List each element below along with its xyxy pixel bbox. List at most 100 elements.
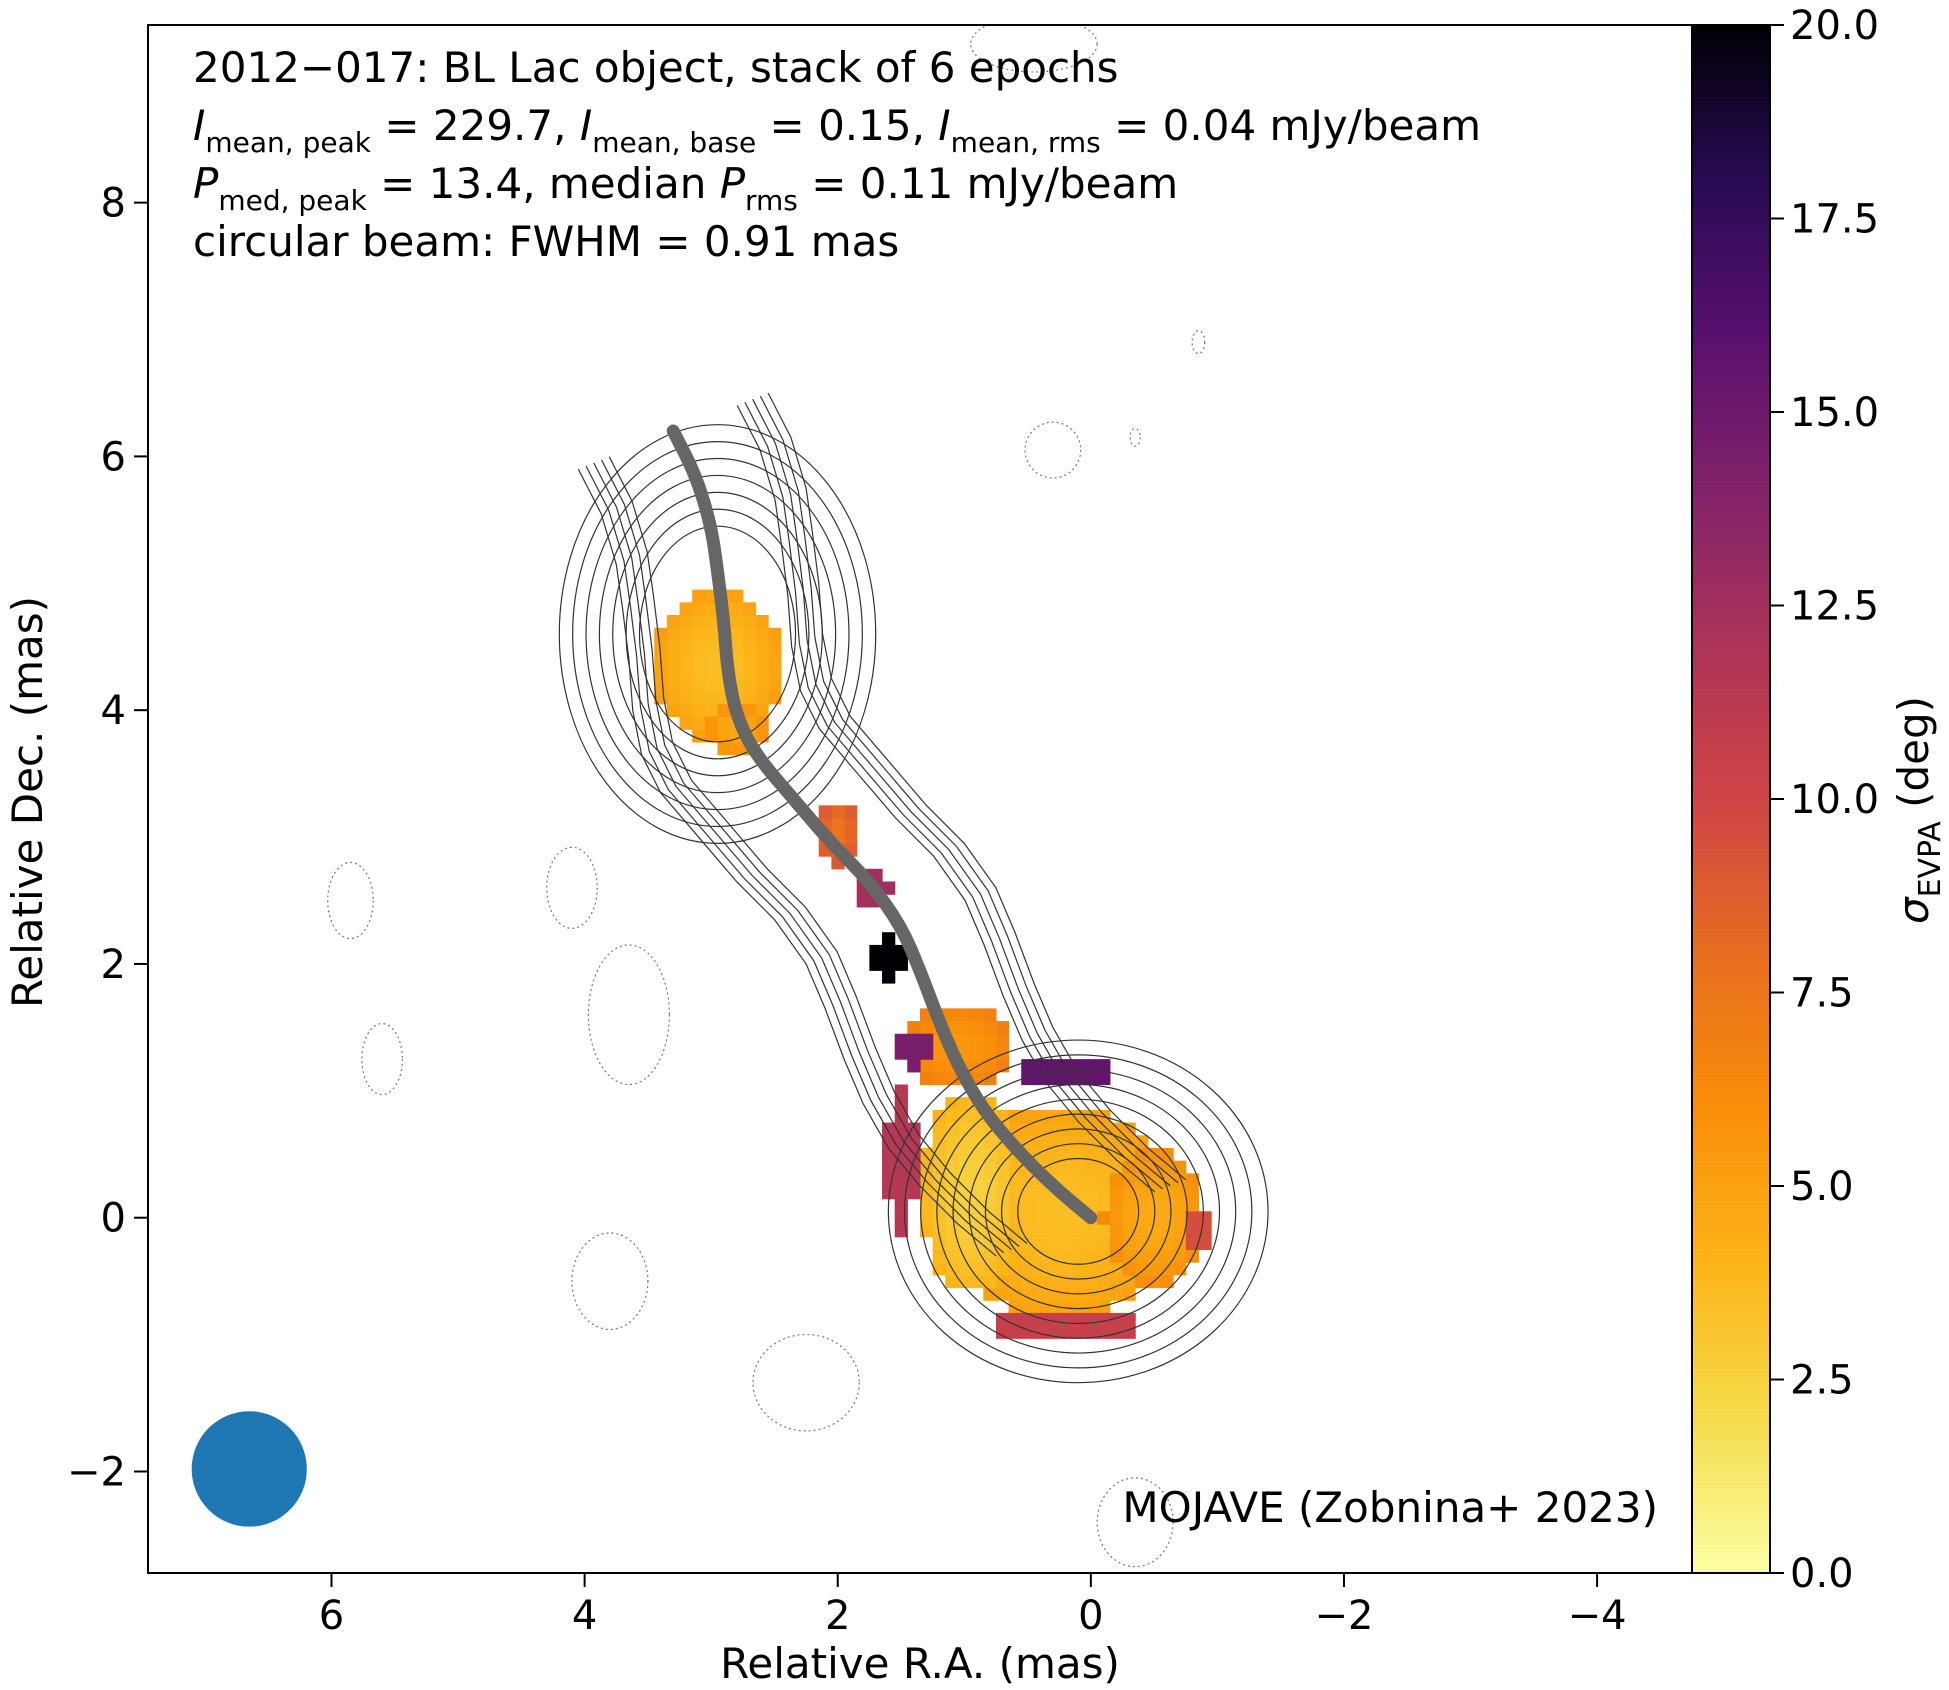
evpa-pixel [1109, 1236, 1124, 1251]
evpa-pixel [907, 1046, 921, 1060]
evpa-pixel [1059, 1312, 1073, 1327]
evpa-pixel [679, 691, 693, 705]
evpa-pixel [1008, 1224, 1022, 1238]
info-line-3: Pmed, peak = 13.4, median Prms = 0.11 mJ… [193, 159, 1178, 217]
evpa-pixel [1084, 1224, 1098, 1238]
evpa-pixel [1097, 1186, 1111, 1200]
evpa-pixel [894, 1084, 908, 1098]
evpa-pixel [1097, 1059, 1111, 1073]
evpa-pixel [1097, 1160, 1111, 1174]
evpa-pixel [704, 640, 719, 654]
evpa-pixel [1084, 1059, 1098, 1073]
evpa-pixel [1109, 1312, 1124, 1327]
evpa-pixel [957, 1211, 972, 1225]
contour-core [952, 1098, 1204, 1325]
evpa-pixel [1059, 1135, 1073, 1149]
evpa-pixel [755, 627, 769, 641]
contour-level [585, 398, 1237, 1354]
evpa-pixel [920, 1071, 934, 1086]
evpa-pixel [1084, 1287, 1098, 1301]
evpa-pixel [920, 1147, 934, 1162]
contour-knot [572, 441, 863, 828]
evpa-pixel [692, 640, 706, 654]
evpa-pixel [704, 703, 719, 718]
evpa-pixel [704, 729, 719, 743]
evpa-pixel [1008, 1287, 1022, 1301]
evpa-pixel [920, 1021, 934, 1035]
evpa-pixel [1008, 1160, 1022, 1174]
evpa-pixel [1097, 1135, 1111, 1149]
evpa-pixel [1160, 1274, 1174, 1289]
evpa-pixel [1160, 1198, 1174, 1212]
colorbar-tick-label: 2.5 [1790, 1358, 1854, 1404]
evpa-pixel [894, 1173, 908, 1187]
evpa-pixel [742, 627, 757, 641]
evpa-pixel [869, 957, 883, 971]
evpa-pixel [957, 1236, 972, 1251]
evpa-pixel [1185, 1224, 1200, 1238]
contour-level [558, 392, 1269, 1384]
evpa-pixel [894, 1224, 908, 1238]
evpa-pixel [970, 1021, 984, 1035]
evpa-pixel [920, 1046, 934, 1060]
evpa-pixel [894, 1109, 908, 1124]
evpa-pixel [1109, 1160, 1124, 1174]
evpa-pixel [1185, 1236, 1200, 1251]
info-line-4: circular beam: FWHM = 0.91 mas [193, 217, 899, 266]
evpa-pixel [1160, 1224, 1174, 1238]
evpa-pixel [970, 1262, 984, 1276]
evpa-pixel [704, 602, 719, 616]
evpa-pixel [679, 627, 693, 641]
evpa-pixel [1097, 1249, 1111, 1263]
info-line-3-symbol-1: P [193, 159, 219, 208]
evpa-pixel [1185, 1186, 1200, 1200]
evpa-pixel [1008, 1122, 1022, 1136]
colorbar: 0.0 2.5 5.0 7.5 10.0 12.5 15.0 17.5 20.0 σEVPA (… [1691, 3, 1948, 1597]
evpa-pixel [1046, 1262, 1060, 1276]
x-tick-label: 2 [825, 1593, 850, 1639]
evpa-pixel [755, 691, 769, 705]
evpa-pixel [679, 653, 693, 667]
evpa-pixel [945, 1198, 959, 1212]
evpa-pixel [1021, 1262, 1035, 1276]
info-line-2-value-3: = 0.04 mJy/beam [1101, 101, 1481, 150]
evpa-pixel [970, 1147, 984, 1162]
evpa-pixel [768, 691, 782, 705]
info-line-2-value-1: = 229.7, [371, 101, 580, 150]
contour-knot [558, 424, 877, 845]
evpa-pixel [1084, 1236, 1098, 1251]
info-line-2-sub-2: mean, base [592, 126, 756, 159]
evpa-pixel [920, 1198, 934, 1212]
evpa-pixel [983, 1008, 997, 1022]
evpa-pixel [957, 1274, 972, 1289]
evpa-pixel [1071, 1312, 1086, 1327]
evpa-pixel [995, 1173, 1010, 1187]
evpa-pixel [1071, 1173, 1086, 1187]
evpa-pixel [768, 640, 782, 654]
evpa-pixel [730, 602, 744, 616]
evpa-region-edge-west [1185, 1211, 1212, 1251]
contour-level [572, 395, 1253, 1369]
evpa-pixel [1071, 1274, 1086, 1289]
evpa-pixel [1071, 1224, 1086, 1238]
evpa-pixel [882, 1186, 896, 1200]
evpa-pixel [1084, 1173, 1098, 1187]
evpa-pixel [1097, 1224, 1111, 1238]
x-axis-label: Relative R.A. (mas) [720, 1639, 1120, 1688]
evpa-pixel [1084, 1300, 1098, 1314]
evpa-pixel [1122, 1173, 1136, 1187]
evpa-pixel [1122, 1249, 1136, 1263]
evpa-pixel [970, 1122, 984, 1136]
evpa-pixel [1033, 1211, 1048, 1225]
evpa-pixel [882, 944, 896, 959]
evpa-pixel [1198, 1236, 1212, 1251]
evpa-pixel [1122, 1262, 1136, 1276]
evpa-pixel [692, 653, 706, 667]
info-line-1: 2012−017: BL Lac object, stack of 6 epoc… [193, 43, 1119, 92]
evpa-pixel [932, 1249, 946, 1263]
evpa-pixel [742, 602, 757, 616]
evpa-pixel [957, 1160, 972, 1174]
evpa-pixel [894, 1198, 908, 1212]
evpa-pixel [704, 653, 719, 667]
y-tick-label: 4 [101, 688, 126, 734]
